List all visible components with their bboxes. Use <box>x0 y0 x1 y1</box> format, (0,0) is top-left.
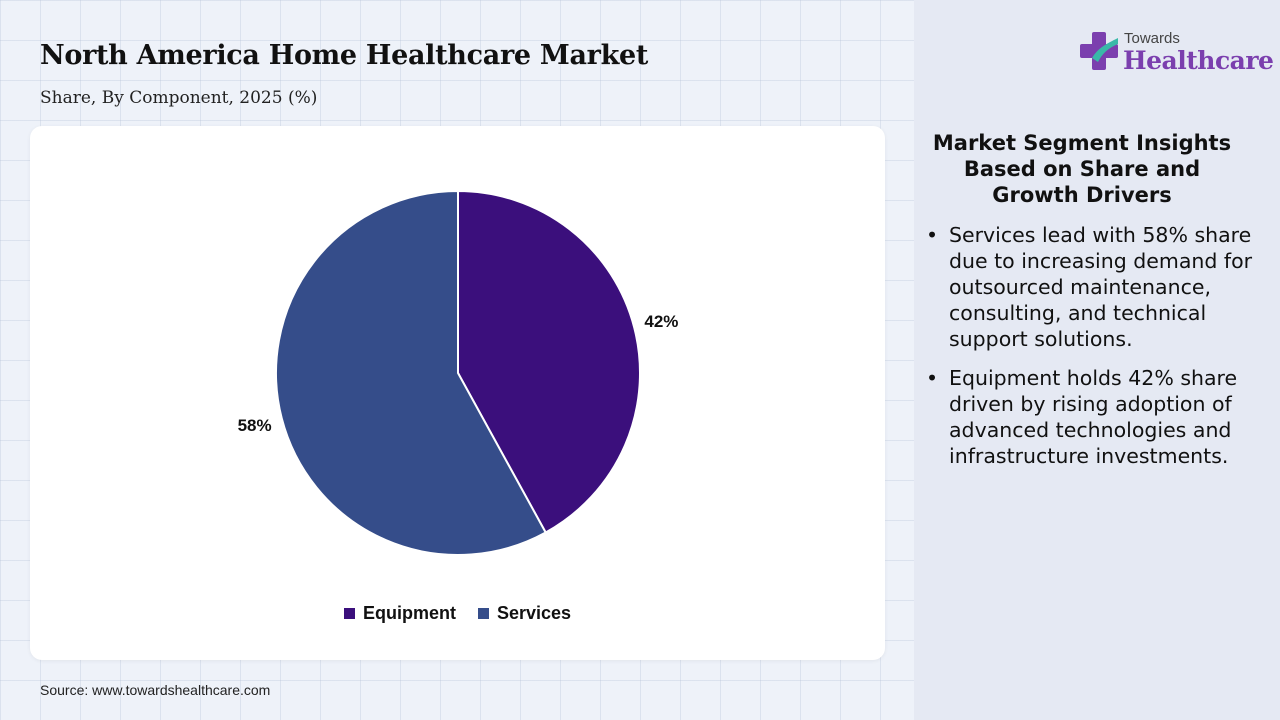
data-label-services: 58% <box>238 416 272 435</box>
insights-title: Market Segment Insights Based on Share a… <box>932 131 1232 207</box>
pie-chart: 42% 58% <box>238 189 678 556</box>
pie-slice-equipment <box>457 189 641 534</box>
logo-cross-icon <box>1080 32 1118 70</box>
legend-label-services: Services <box>496 603 572 623</box>
page-title: North America Home Healthcare Market <box>40 40 649 71</box>
logo-big-text: Healthcare <box>1123 46 1274 75</box>
bullet-icon: • <box>926 223 939 247</box>
chart-legend: Equipment Services <box>30 603 885 624</box>
insight-item: • Equipment holds 42% share driven by ri… <box>926 365 1256 469</box>
towards-healthcare-logo: Towards Healthcare <box>1080 28 1274 78</box>
data-label-equipment: 42% <box>644 312 678 331</box>
pie-slice-services <box>275 189 548 556</box>
legend-swatch-equipment <box>343 608 355 619</box>
bullet-icon: • <box>926 366 939 390</box>
source-note: Source: www.towardshealthcare.com <box>40 682 271 698</box>
chart-card: 42% 58% Equipment Services <box>30 126 885 660</box>
logo-small-text: Towards <box>1124 30 1180 47</box>
page-subtitle: Share, By Component, 2025 (%) <box>40 88 318 108</box>
insight-item: • Services lead with 58% share due to in… <box>926 222 1256 352</box>
insights-list: • Services lead with 58% share due to in… <box>926 222 1256 482</box>
insights-panel-background <box>914 0 1280 720</box>
legend-item-services: Services <box>477 603 572 624</box>
legend-item-equipment: Equipment <box>343 603 456 624</box>
insight-text: Services lead with 58% share due to incr… <box>949 223 1253 351</box>
legend-label-equipment: Equipment <box>362 603 456 623</box>
insight-text: Equipment holds 42% share driven by risi… <box>949 366 1238 468</box>
legend-swatch-services <box>477 608 489 619</box>
